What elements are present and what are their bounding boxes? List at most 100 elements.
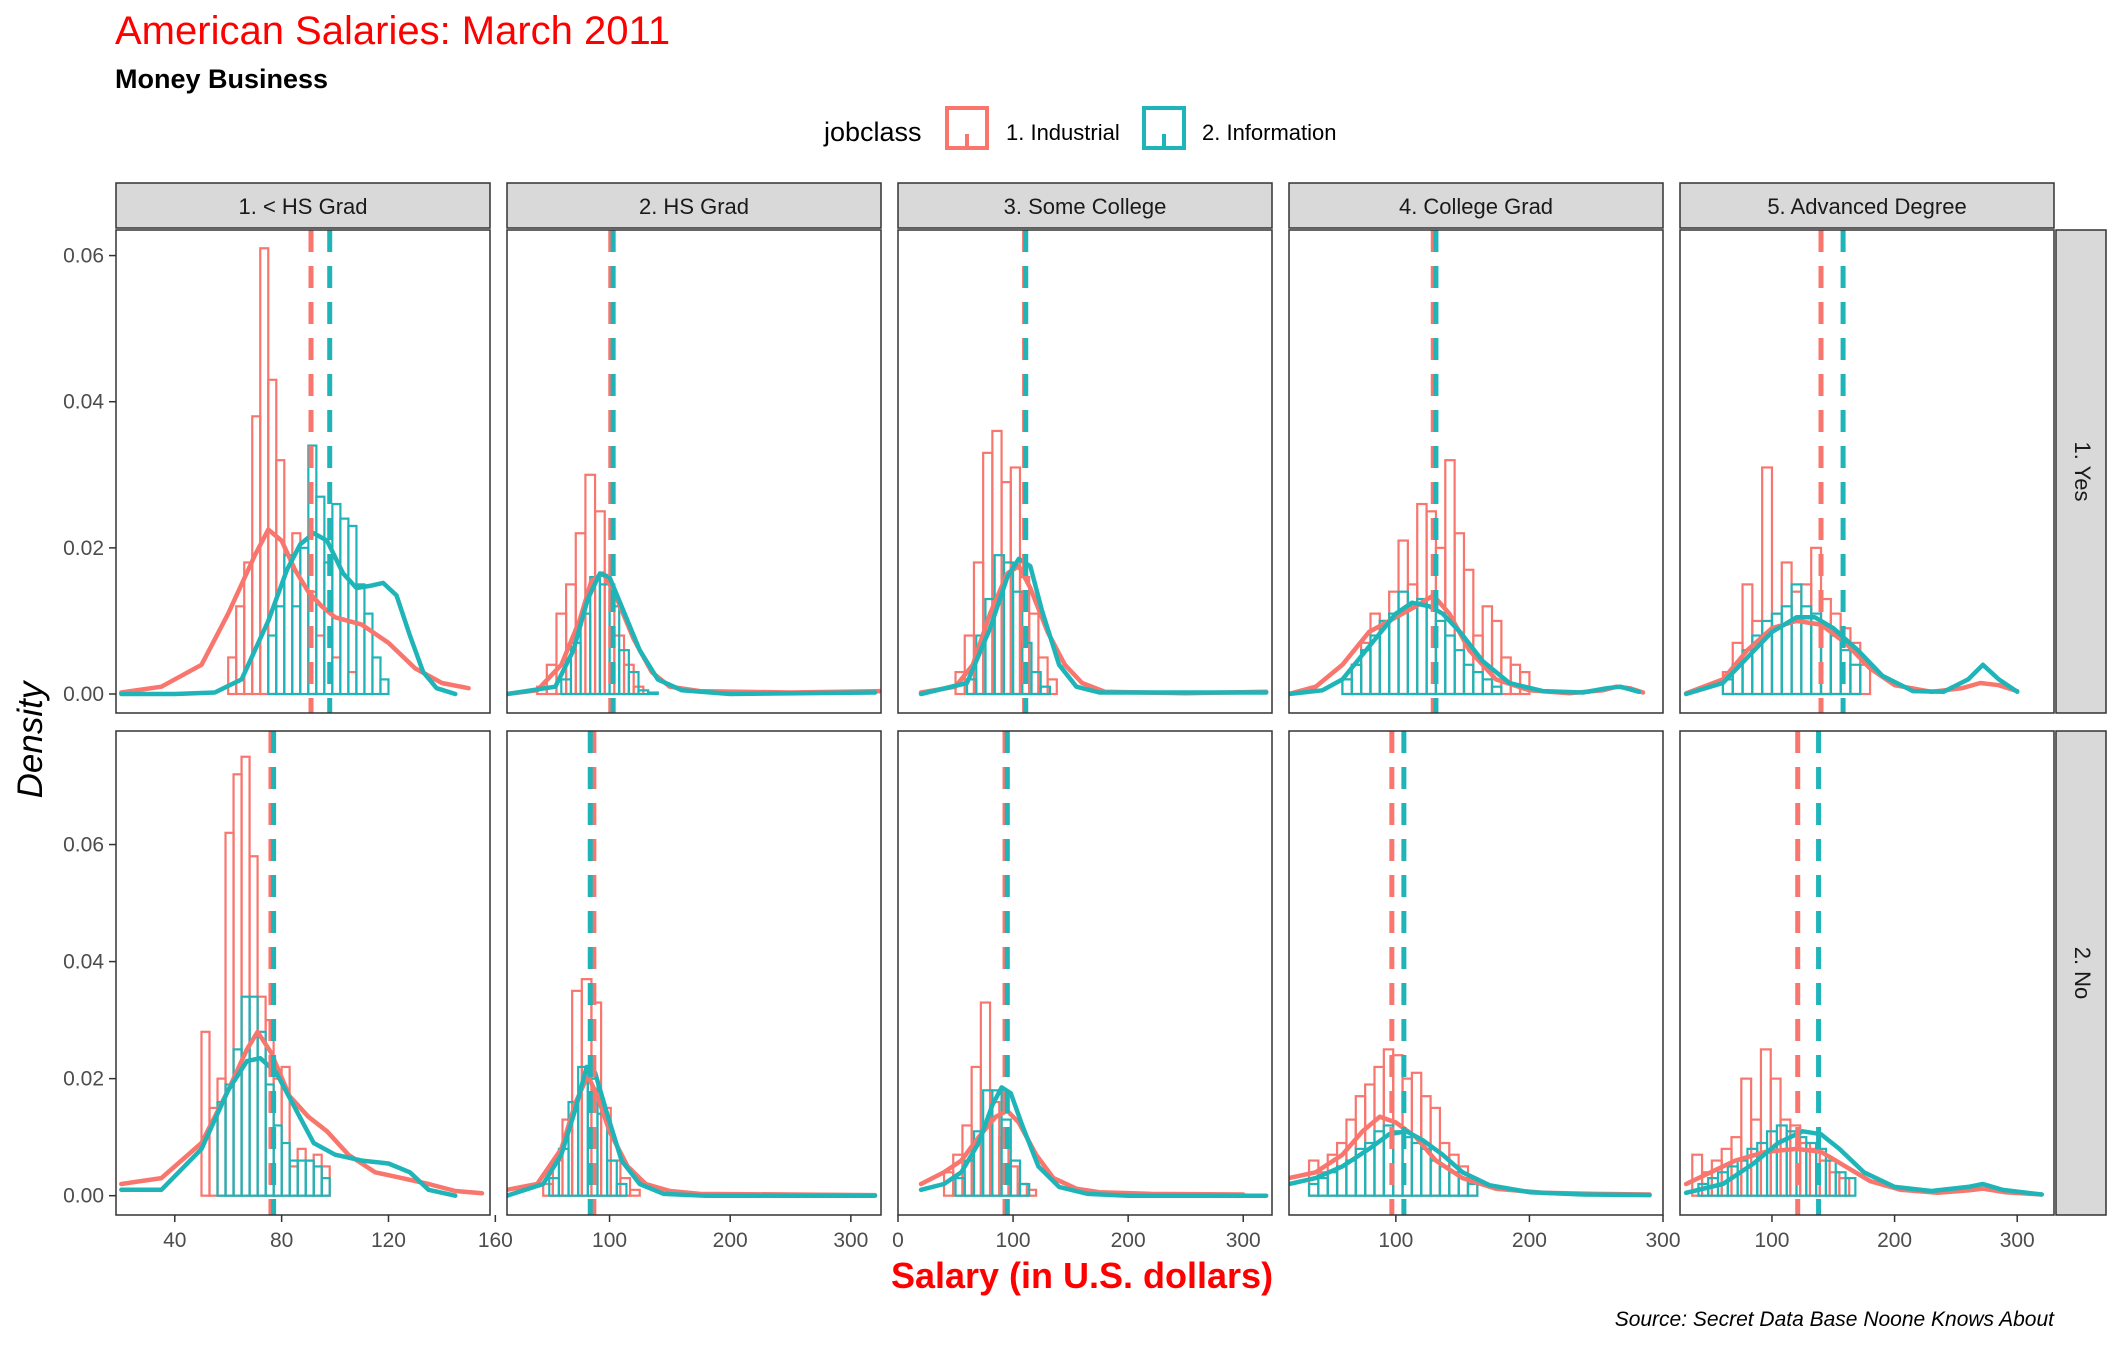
legend-label-industrial: 1. Industrial xyxy=(1006,120,1120,145)
density-curve xyxy=(1683,1129,2044,1197)
chart-caption: Source: Secret Data Base Noone Knows Abo… xyxy=(1615,1308,2055,1331)
panel-background xyxy=(507,230,881,713)
panel-background xyxy=(1289,230,1663,713)
density-curve xyxy=(119,527,471,695)
panel-plot-area xyxy=(507,731,878,1215)
x-axis-title: Salary (in U.S. dollars) xyxy=(891,1255,1273,1296)
histogram-bar xyxy=(363,612,374,696)
x-tick-label: 100 xyxy=(1378,1229,1413,1252)
panel-border xyxy=(506,229,882,714)
histogram-bar xyxy=(1466,1182,1479,1197)
panel-border xyxy=(115,229,491,714)
density-curve xyxy=(918,556,1269,697)
histogram-bar xyxy=(1849,663,1862,696)
y-tick-label: 0.06 xyxy=(63,834,104,857)
panel-plot-area xyxy=(1683,731,2044,1215)
panel-border xyxy=(897,229,1273,714)
legend-title: jobclass xyxy=(823,117,922,147)
legend-key-industrial xyxy=(945,106,989,150)
column-strip-label: 1. < HS Grad xyxy=(238,194,367,219)
x-tick-label: 120 xyxy=(371,1229,406,1252)
histogram-bar xyxy=(1518,670,1531,696)
density-curve xyxy=(918,1085,1269,1198)
panel-background xyxy=(1289,731,1663,1215)
x-tick-label: 80 xyxy=(270,1229,293,1252)
column-strip xyxy=(1288,182,1664,229)
histogram-bar xyxy=(1025,1188,1038,1197)
panel-plot-area xyxy=(119,731,485,1215)
y-tick-label: 0.02 xyxy=(63,537,104,560)
y-tick-label: 0.04 xyxy=(63,391,104,414)
x-tick-label: 300 xyxy=(2000,1229,2035,1252)
histogram-bar xyxy=(615,1182,628,1197)
panel-background xyxy=(898,230,1272,713)
legend: jobclass 1. Industrial 2. Information xyxy=(823,106,1337,150)
row-strip-label: 1. Yes xyxy=(2070,442,2095,502)
panel-plot-area xyxy=(507,230,881,713)
histogram-bar xyxy=(606,1159,618,1197)
histogram-bar xyxy=(1490,685,1503,696)
density-curve xyxy=(119,530,458,697)
column-strip-label: 4. College Grad xyxy=(1399,194,1553,219)
panel-border xyxy=(506,730,882,1216)
chart-subtitle: Money Business xyxy=(115,64,328,94)
x-tick-label: 40 xyxy=(163,1229,186,1252)
panel-background xyxy=(898,731,1272,1215)
panel-background xyxy=(1680,230,2054,713)
panel-plot-area xyxy=(119,230,471,713)
y-tick-label: 0.06 xyxy=(63,245,104,268)
panel-border xyxy=(115,730,491,1216)
panel-plot-area xyxy=(1289,230,1646,713)
x-tick-label: 100 xyxy=(592,1229,627,1252)
column-strip xyxy=(506,182,882,229)
column-strip-label: 5. Advanced Degree xyxy=(1767,194,1966,219)
x-tick-label: 200 xyxy=(1512,1229,1547,1252)
histogram-bar xyxy=(628,1188,641,1197)
density-curve xyxy=(1683,1146,2044,1197)
y-tick-label: 0.04 xyxy=(63,951,104,974)
x-tick-label: 100 xyxy=(1754,1229,1789,1252)
panel-background xyxy=(1680,731,2054,1215)
x-tick-label: 300 xyxy=(833,1229,868,1252)
panel-plot-area xyxy=(918,731,1269,1215)
column-strip xyxy=(1679,182,2055,229)
panel-plot-area xyxy=(918,230,1269,713)
histogram-bar xyxy=(379,678,390,696)
panel-border xyxy=(897,730,1273,1216)
x-tick-label: 100 xyxy=(996,1229,1031,1252)
density-curve xyxy=(119,1055,458,1198)
panel-border xyxy=(1679,229,2055,714)
column-strip-label: 2. HS Grad xyxy=(639,194,749,219)
histogram-bar xyxy=(1030,670,1042,696)
row-strip xyxy=(2055,229,2107,714)
legend-key-information xyxy=(1142,106,1186,150)
x-tick-label: 200 xyxy=(713,1229,748,1252)
row-strip xyxy=(2055,730,2107,1216)
panel-background xyxy=(116,230,490,713)
y-tick-label: 0.02 xyxy=(63,1068,104,1091)
histogram-bar xyxy=(1009,1159,1022,1197)
x-tick-label: 160 xyxy=(478,1229,513,1252)
histogram-bar xyxy=(371,656,382,696)
histogram-bar xyxy=(647,691,659,696)
x-tick-label: 0 xyxy=(892,1229,904,1252)
x-tick-label: 300 xyxy=(1645,1229,1680,1252)
y-axis-title: Density xyxy=(11,679,50,798)
panel-plot-area xyxy=(1289,731,1652,1215)
panel-border xyxy=(1679,730,2055,1216)
row-strip-label: 2. No xyxy=(2070,947,2095,1000)
y-tick-label: 0.00 xyxy=(63,683,104,706)
density-curve xyxy=(1289,1129,1652,1198)
column-strip xyxy=(897,182,1273,229)
panel-border xyxy=(1288,229,1664,714)
histogram-bar xyxy=(627,670,640,696)
histogram-bar xyxy=(1018,1182,1031,1197)
density-curve xyxy=(1683,618,2020,696)
legend-label-information: 2. Information xyxy=(1202,120,1337,145)
density-curve xyxy=(507,1064,878,1198)
panel-border xyxy=(1288,730,1664,1216)
column-strip-label: 3. Some College xyxy=(1004,194,1167,219)
panel-background xyxy=(116,731,490,1215)
